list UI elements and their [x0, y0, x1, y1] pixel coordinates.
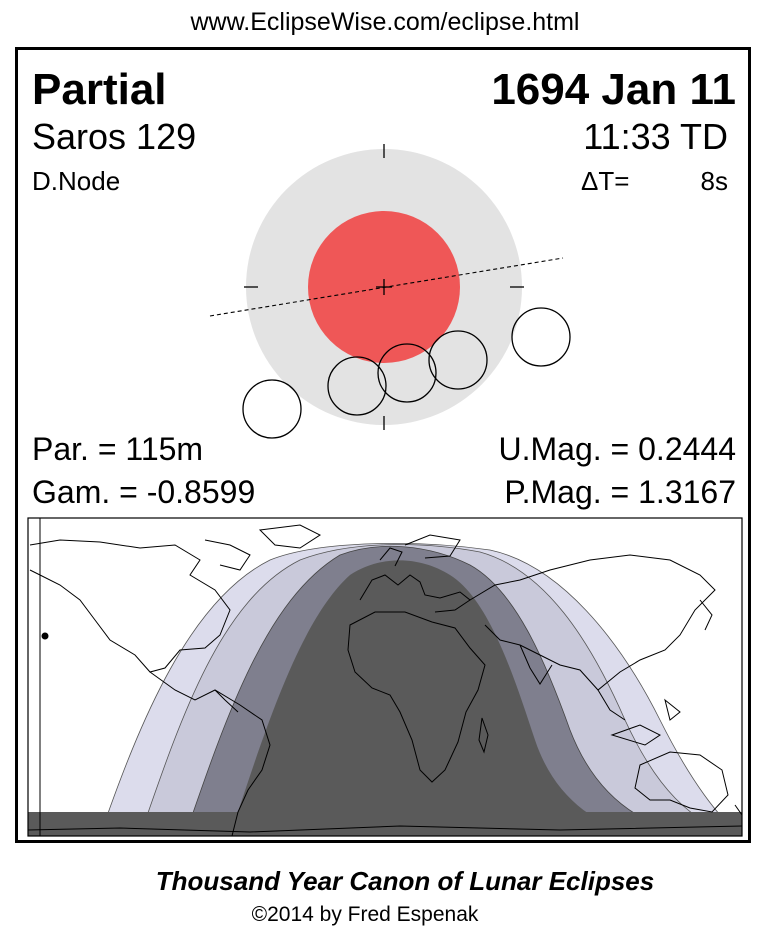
penumbral-magnitude: P.Mag. = 1.3167: [504, 474, 736, 510]
moon-u1: [327, 356, 387, 416]
ecliptic-line: [209, 257, 564, 317]
eclipse-panel: [15, 47, 751, 843]
source-url[interactable]: www.EclipseWise.com/eclipse.html: [190, 8, 580, 36]
moon-p1: [242, 379, 302, 439]
visibility-map: [28, 518, 742, 836]
eclipse-type: Partial: [32, 65, 167, 114]
moon-u4: [428, 330, 488, 390]
subsolar-point: [41, 632, 49, 640]
eclipse-date: 1694 Jan 11: [491, 65, 736, 114]
copyright-notice: ©2014 by Fred Espenak: [251, 903, 479, 926]
eclipse-time: 11:33 TD: [583, 116, 728, 157]
delta-t-label: ΔT=: [581, 166, 630, 196]
saros-number: Saros 129: [32, 116, 197, 157]
node-label: D.Node: [32, 166, 121, 196]
moon-p4: [511, 307, 571, 367]
gamma-value: Gam. = -0.8599: [32, 474, 256, 510]
partial-duration: Par. = 115m: [32, 431, 204, 467]
delta-t-value: 8s: [700, 166, 728, 196]
total-visibility-zone: [230, 560, 650, 836]
moon-greatest: [377, 343, 437, 403]
coastlines: [28, 524, 742, 836]
moon-positions: [242, 307, 571, 439]
umbral-magnitude: U.Mag. = 0.2444: [498, 431, 736, 467]
map-border: [27, 517, 743, 837]
canon-title: Thousand Year Canon of Lunar Eclipses: [155, 866, 655, 896]
